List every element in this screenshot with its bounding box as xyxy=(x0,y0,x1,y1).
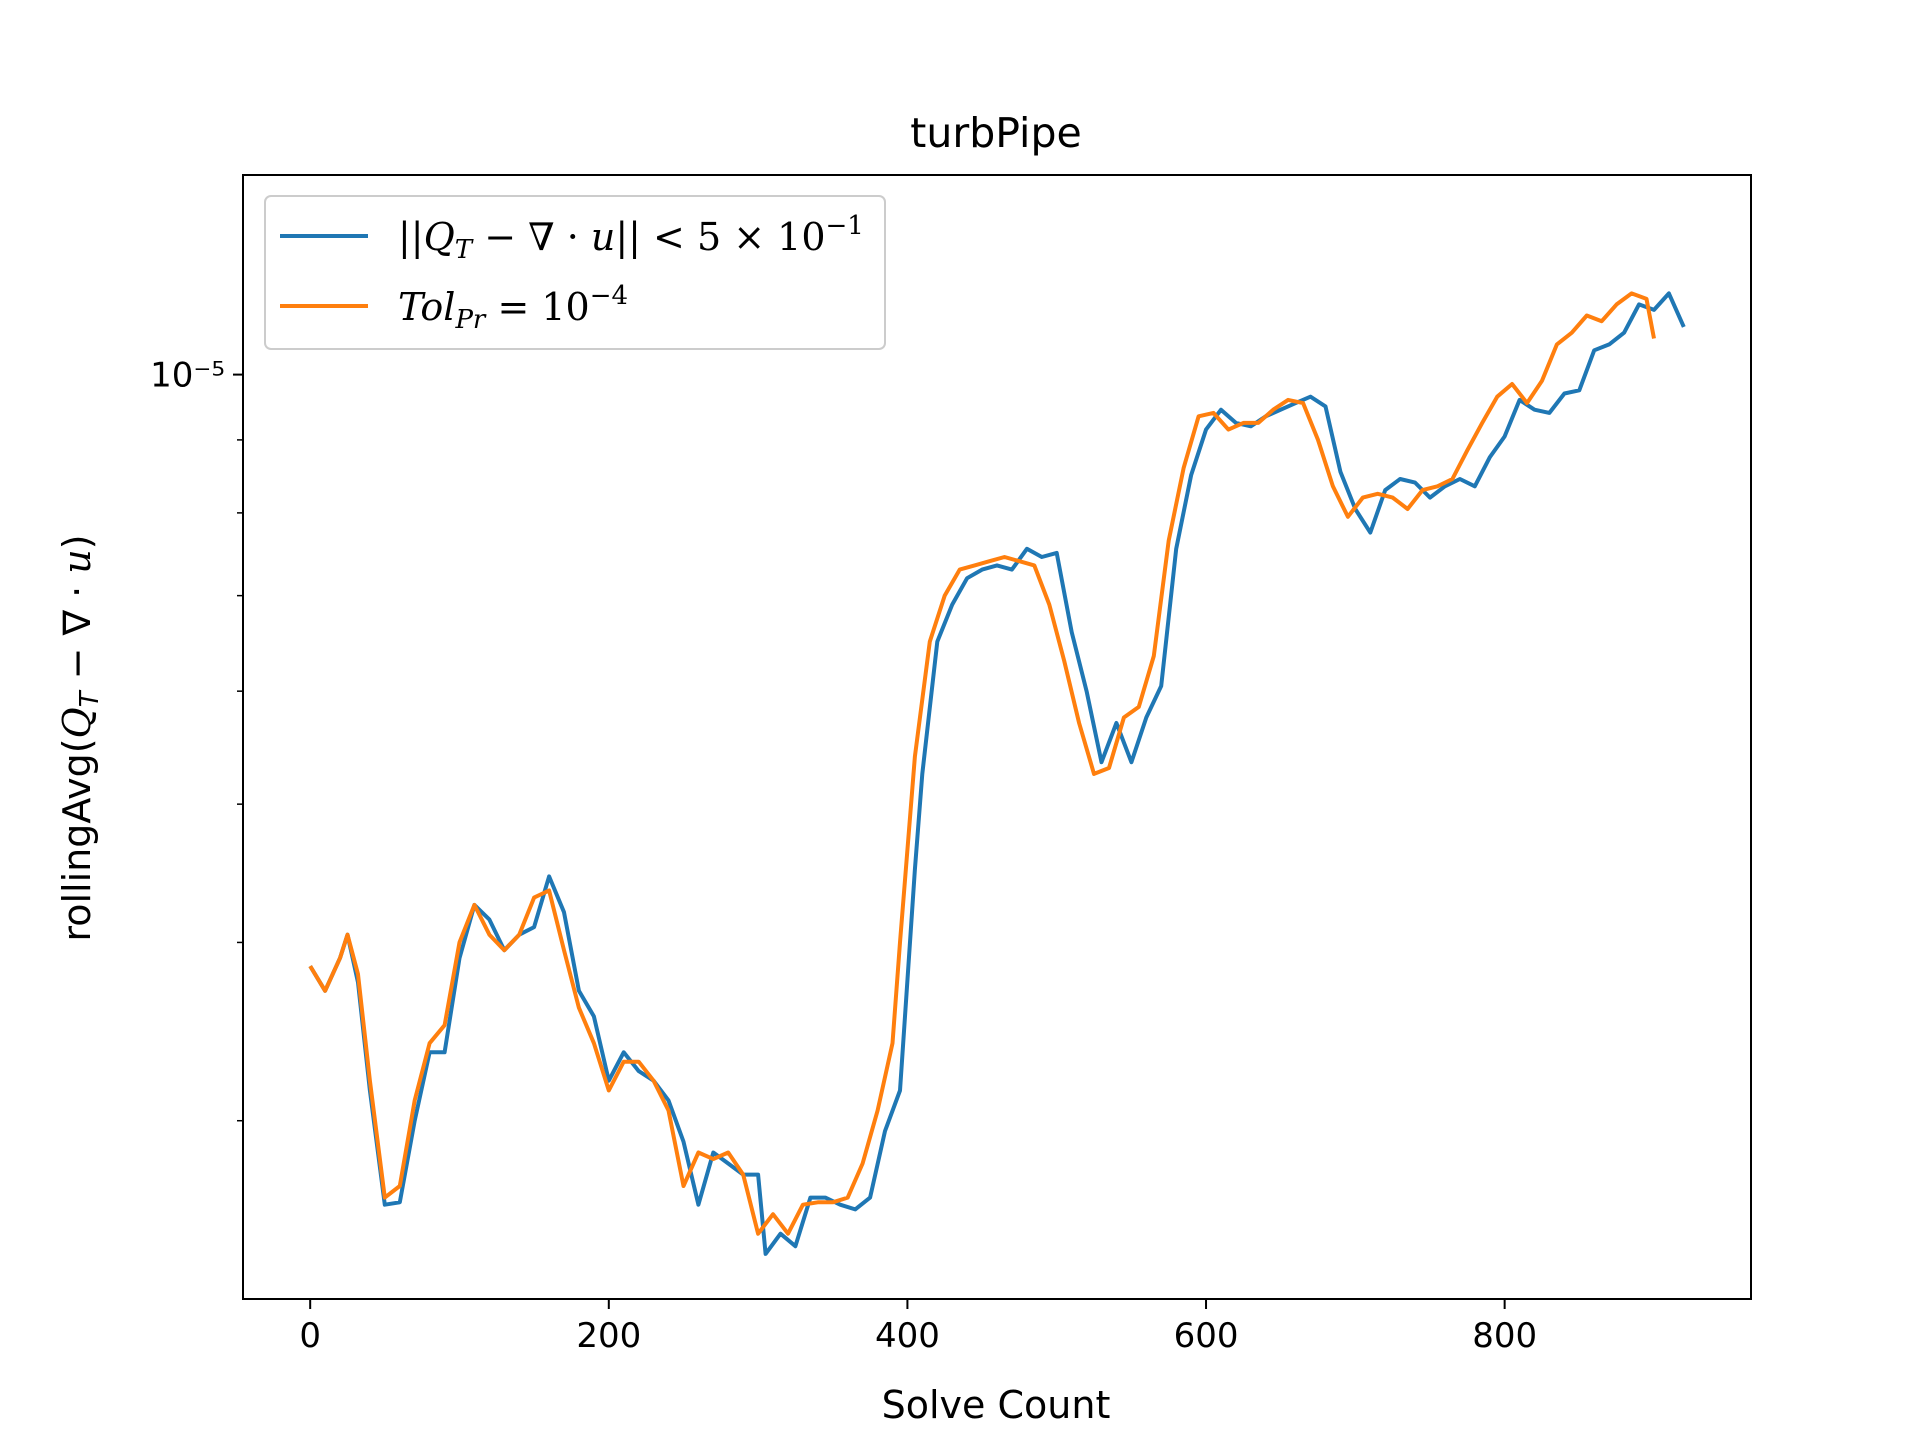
legend: ||QT − ∇ · u|| < 5 × 10−1 TolPr = 10−4 xyxy=(264,195,886,350)
plot-area xyxy=(242,174,1752,1300)
legend-label-series-2: TolPr = 10−4 xyxy=(398,281,628,335)
x-tick-label: 800 xyxy=(1472,1316,1537,1356)
legend-box xyxy=(264,195,886,350)
x-tick-label: 0 xyxy=(299,1316,321,1356)
y-axis-ticks: 10⁻⁵ xyxy=(150,356,243,1122)
series-line-2 xyxy=(308,291,1656,1236)
plot-frame xyxy=(242,174,1752,1300)
legend-label-series-1: ||QT − ∇ · u|| < 5 × 10−1 xyxy=(398,211,864,265)
y-axis-label: rollingAvg(QT − ∇ · u) xyxy=(55,534,105,941)
x-axis-label: Solve Count xyxy=(882,1383,1111,1427)
x-axis-ticks: 0 200 400 600 800 xyxy=(299,1299,1537,1356)
x-tick-label: 600 xyxy=(1174,1316,1239,1356)
series-layer xyxy=(308,291,1686,1256)
x-tick-label: 400 xyxy=(875,1316,940,1356)
y-tick-label: 10⁻⁵ xyxy=(150,356,225,396)
chart-title: turbPipe xyxy=(910,109,1081,157)
series-line-1 xyxy=(308,291,1686,1256)
x-tick-label: 200 xyxy=(576,1316,641,1356)
